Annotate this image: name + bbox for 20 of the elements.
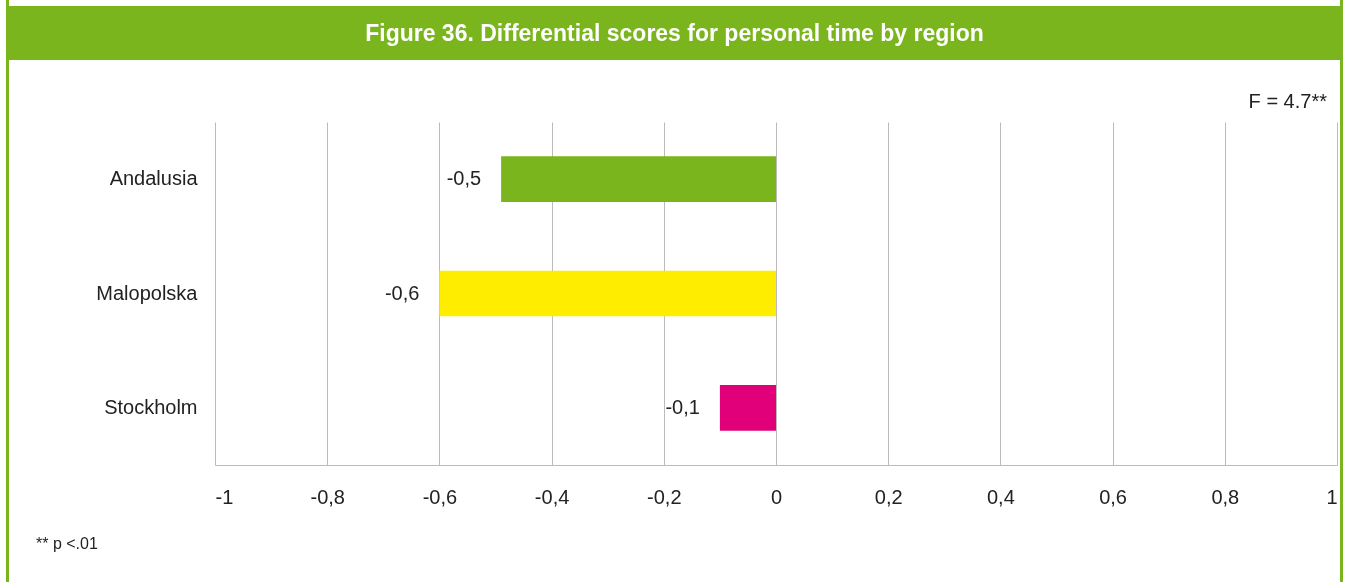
x-tick-label: -1 — [215, 485, 234, 508]
x-tick-label: 0,4 — [986, 485, 1015, 508]
text: F = 4.7** — [1248, 90, 1327, 113]
text: ** p <.01 — [36, 535, 98, 553]
x-tick-label: -0,2 — [647, 485, 682, 508]
y-tick-label: Stockholm — [104, 395, 198, 418]
data-label: -0,1 — [665, 395, 700, 418]
x-tick-label: -0,8 — [310, 485, 345, 508]
x-tick-label: 0,6 — [1099, 485, 1128, 508]
chart-title: Figure 36. Differential scores for personal time by region — [6, 6, 1343, 60]
x-tick-label: 0,8 — [1211, 485, 1240, 508]
y-tick-label: Malopolska — [96, 281, 199, 304]
x-tick-label: 0,2 — [874, 485, 903, 508]
y-tick-label: Andalusia — [109, 167, 199, 190]
x-tick-label: -0,4 — [534, 485, 570, 508]
x-tick-label: -0,6 — [422, 485, 458, 508]
data-label: -0,6 — [384, 281, 420, 304]
x-tick-label: 0 — [770, 485, 783, 508]
data-label: -0,5 — [446, 167, 482, 190]
x-tick-label: 1 — [1326, 485, 1338, 508]
